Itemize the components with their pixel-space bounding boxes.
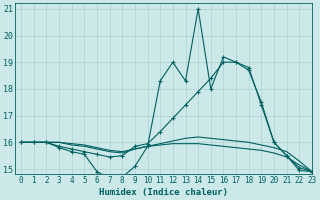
X-axis label: Humidex (Indice chaleur): Humidex (Indice chaleur)	[99, 188, 228, 197]
